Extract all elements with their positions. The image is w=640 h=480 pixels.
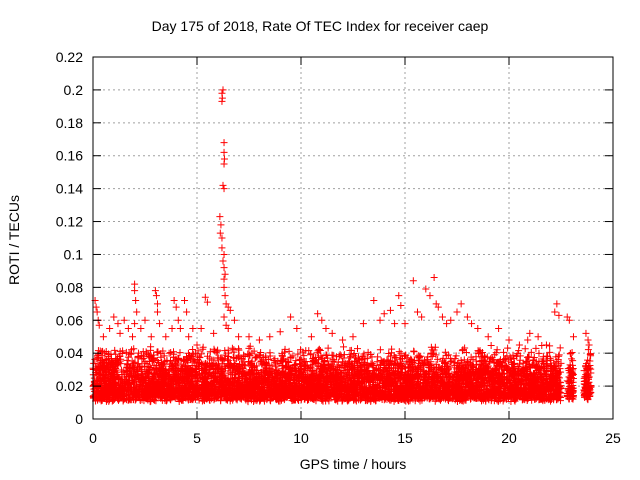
roti-point <box>340 343 348 351</box>
roti-points <box>89 86 595 406</box>
roti-point <box>124 353 132 361</box>
roti-point <box>228 344 236 352</box>
roti-point <box>376 346 384 354</box>
roti-point <box>500 348 508 356</box>
roti-point <box>189 345 197 353</box>
roti-point <box>395 348 403 356</box>
roti-point <box>535 349 543 357</box>
roti-point <box>556 344 564 352</box>
roti-point <box>538 358 546 366</box>
roti-point <box>315 345 323 353</box>
roti-point <box>235 345 243 353</box>
roti-point <box>434 355 442 363</box>
roti-point <box>165 349 173 357</box>
roti-point <box>255 352 263 360</box>
roti-point <box>493 346 501 354</box>
roti-point <box>335 352 343 360</box>
roti-point <box>229 353 237 361</box>
roti-point <box>521 345 529 353</box>
roti-point <box>407 367 415 375</box>
roti-point <box>190 358 198 366</box>
roti-point <box>123 356 131 364</box>
roti-point <box>197 350 205 358</box>
roti-point <box>444 351 452 359</box>
roti-point <box>538 342 546 350</box>
roti-point <box>90 359 98 367</box>
roti-point <box>206 348 214 356</box>
roti-point <box>160 352 168 360</box>
roti-point <box>324 344 332 352</box>
roti-point <box>147 343 155 351</box>
roti-point <box>462 349 470 357</box>
roti-point <box>281 345 289 353</box>
roti-point <box>272 363 280 371</box>
roti-point <box>199 343 207 351</box>
roti-point <box>546 342 554 350</box>
roti-point <box>523 353 531 361</box>
roti-point <box>487 342 495 350</box>
roti-point <box>202 359 210 367</box>
roti-point <box>93 355 101 363</box>
roti-point <box>354 345 361 353</box>
roti-point <box>472 357 480 365</box>
roti-point <box>504 344 512 352</box>
